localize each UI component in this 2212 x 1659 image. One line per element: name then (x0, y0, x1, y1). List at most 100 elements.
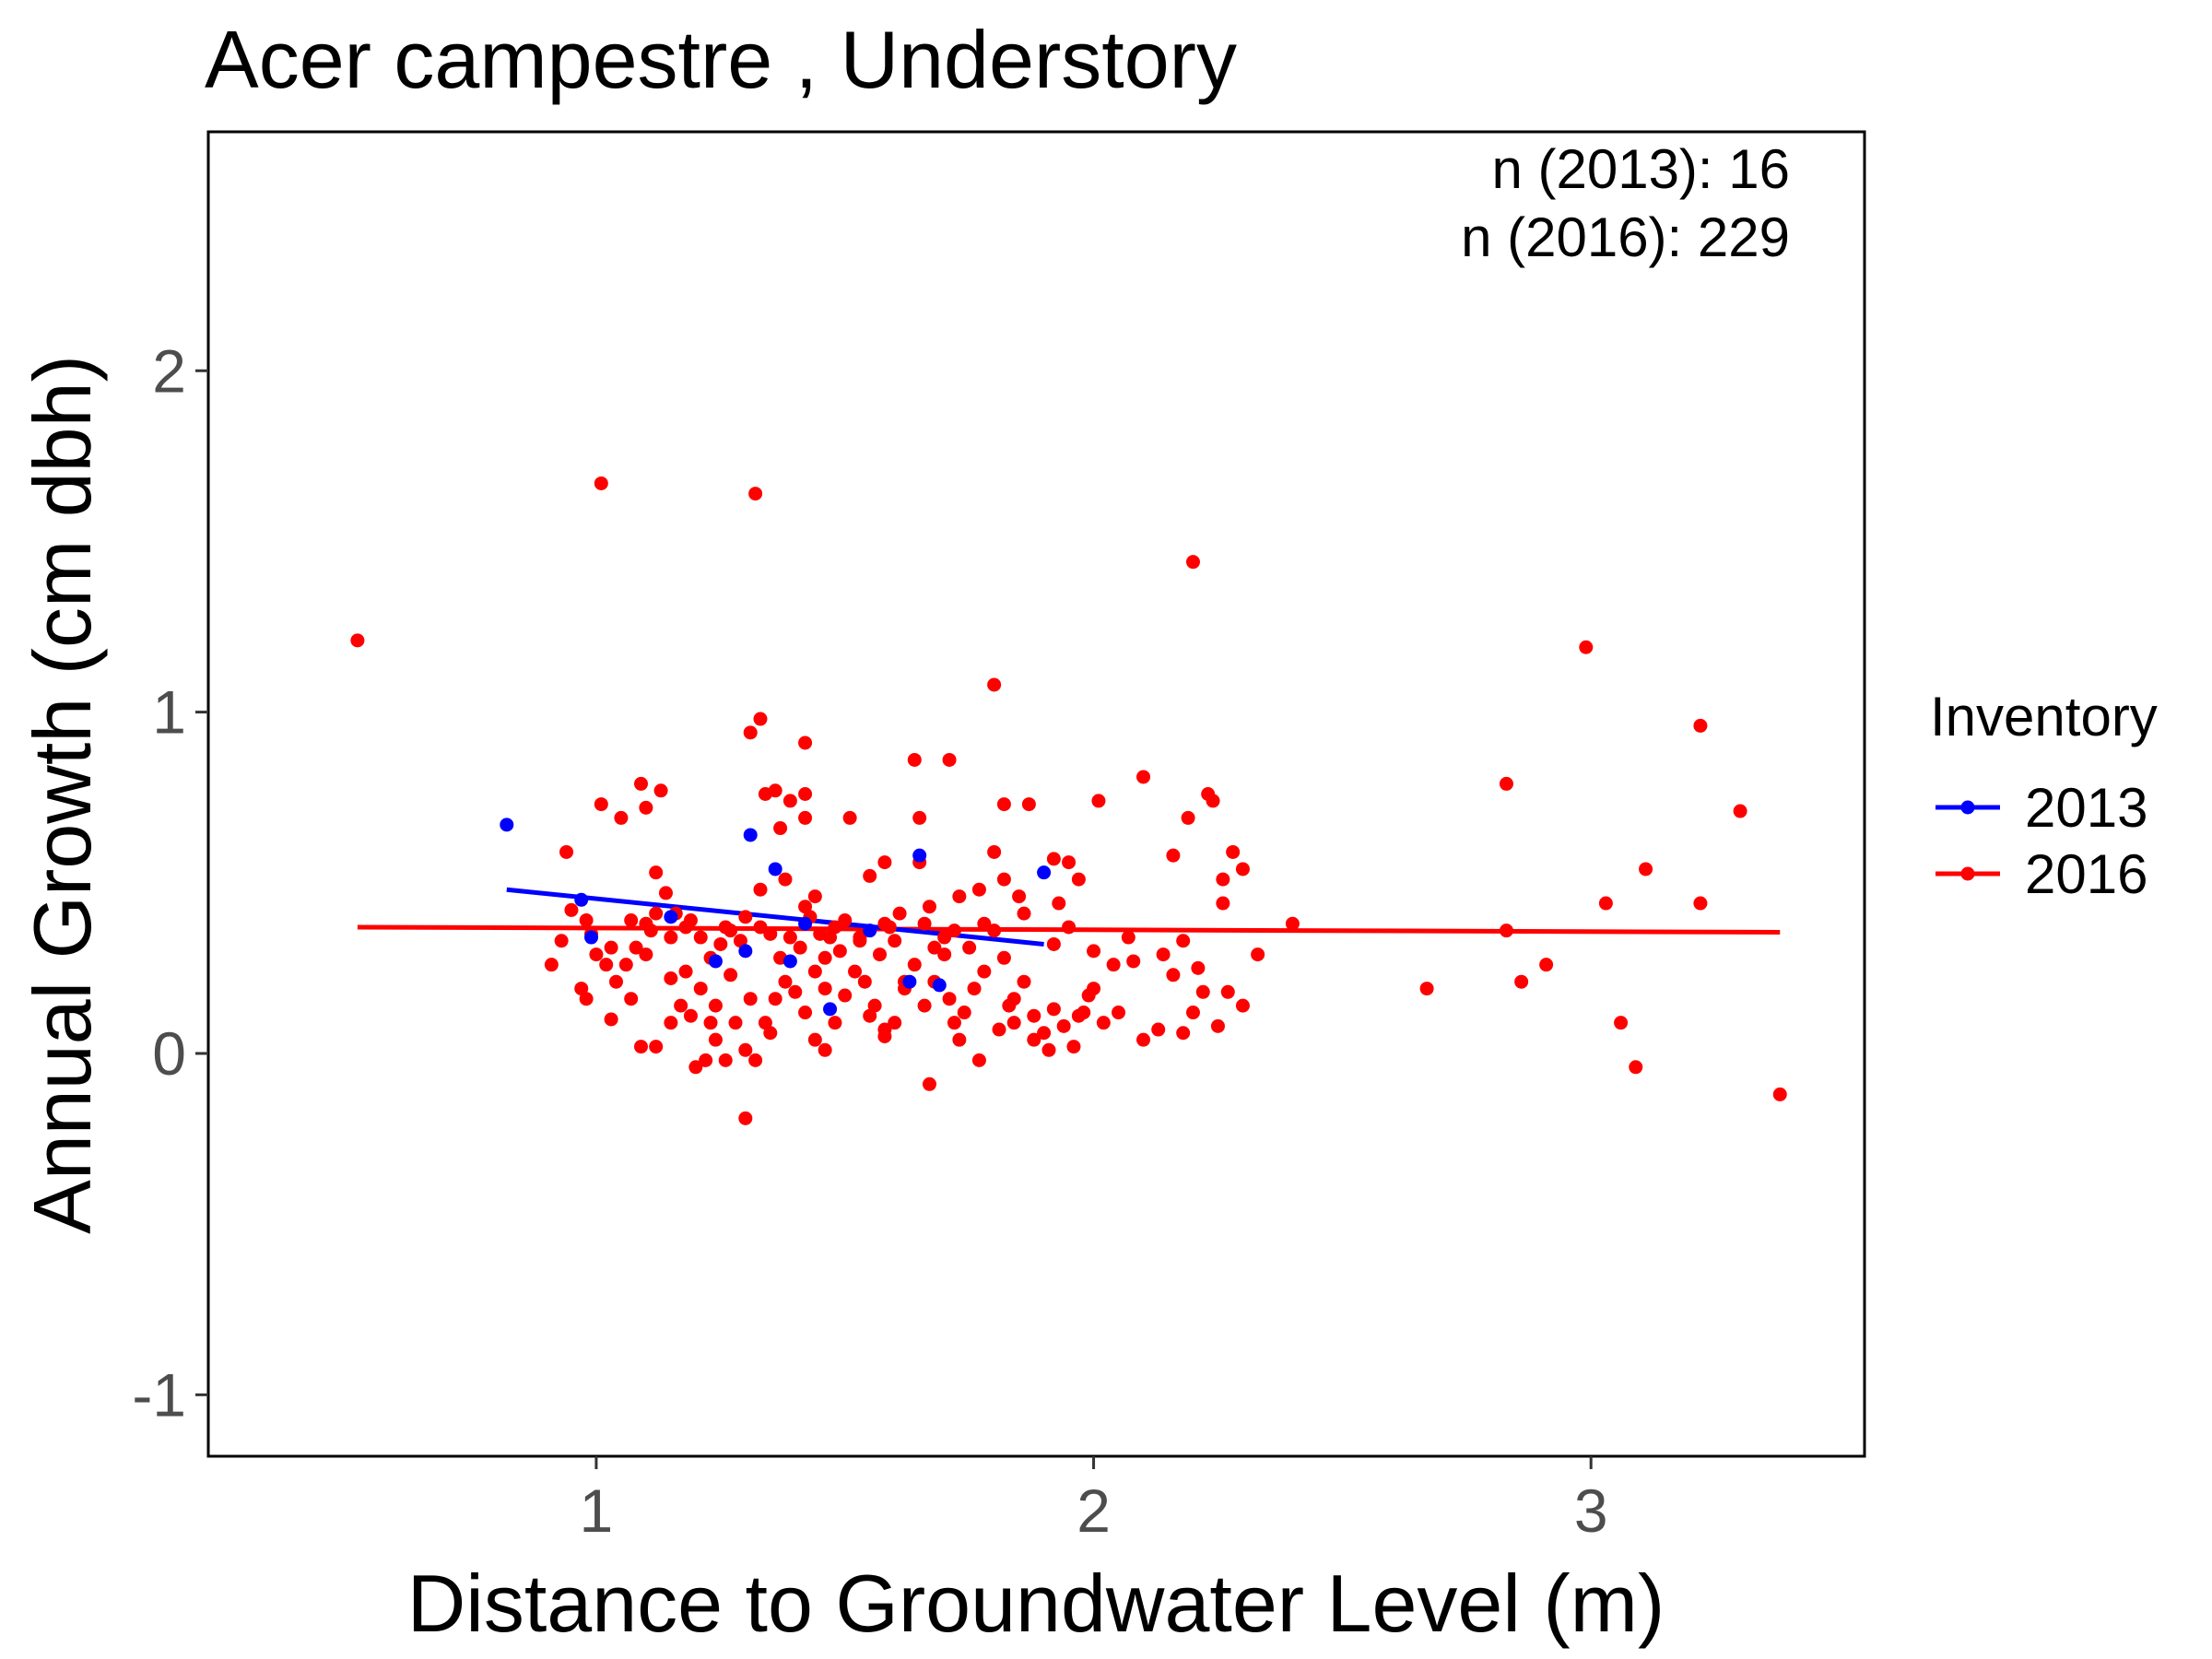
y-axis-title: Annual Growth (cm dbh) (17, 355, 108, 1234)
point-2016 (1206, 794, 1220, 808)
point-2016 (977, 964, 992, 979)
point-2016 (1216, 872, 1230, 887)
point-2016 (967, 982, 982, 996)
point-2016 (728, 1016, 743, 1030)
point-2016 (818, 982, 832, 996)
point-2016 (857, 974, 872, 989)
point-2016 (624, 992, 639, 1006)
point-2016 (922, 900, 936, 914)
annotation-n-2016: n (2016): 229 (1461, 206, 1790, 268)
point-2016 (658, 886, 673, 900)
point-2016 (1185, 1006, 1200, 1020)
point-2016 (1216, 896, 1230, 911)
point-2013 (664, 910, 678, 924)
point-2016 (748, 487, 763, 501)
point-2016 (1210, 1018, 1225, 1033)
point-2016 (1017, 974, 1031, 989)
point-2016 (942, 992, 957, 1006)
point-2016 (793, 940, 807, 955)
point-2016 (778, 872, 793, 887)
point-2016 (594, 797, 608, 812)
point-2016 (1499, 924, 1513, 938)
point-2016 (758, 787, 772, 801)
point-2016 (649, 1040, 664, 1054)
point-2016 (724, 968, 738, 982)
point-2016 (1056, 1018, 1071, 1033)
point-2016 (350, 633, 365, 648)
legend-title: Inventory (1930, 686, 2158, 747)
point-2016 (639, 947, 653, 962)
point-2016 (1027, 1008, 1041, 1023)
point-2016 (678, 964, 693, 979)
point-2016 (1181, 810, 1195, 825)
point-2016 (1693, 896, 1708, 911)
point-2016 (962, 940, 977, 955)
point-2016 (683, 913, 698, 928)
point-2016 (853, 930, 867, 945)
point-2016 (1136, 1032, 1151, 1047)
point-2016 (877, 1029, 892, 1043)
point-2013 (902, 974, 917, 989)
point-2016 (977, 916, 992, 931)
x-tick-label: 3 (1574, 1477, 1608, 1545)
point-2016 (1772, 1087, 1787, 1101)
point-2016 (888, 934, 902, 948)
legend-label-2013: 2013 (2025, 777, 2147, 839)
point-2016 (763, 1026, 778, 1041)
point-2016 (1176, 934, 1191, 948)
point-2016 (753, 882, 768, 897)
point-2013 (782, 954, 797, 969)
point-2016 (1006, 1016, 1021, 1030)
point-2013 (932, 978, 947, 993)
point-2016 (753, 920, 768, 935)
y-tick-label: -1 (132, 1360, 186, 1429)
point-2016 (1046, 936, 1061, 951)
point-2016 (818, 950, 832, 965)
point-2016 (798, 787, 813, 801)
point-2016 (987, 924, 1002, 938)
point-2016 (942, 752, 957, 767)
point-2013 (708, 954, 723, 969)
point-2016 (554, 934, 569, 948)
point-2016 (987, 677, 1002, 692)
point-2016 (952, 889, 967, 904)
point-2016 (664, 971, 678, 985)
point-2016 (1121, 930, 1135, 945)
point-2016 (912, 810, 927, 825)
point-2016 (957, 1006, 971, 1020)
point-2016 (996, 797, 1011, 812)
point-2016 (708, 998, 723, 1013)
point-2016 (589, 947, 604, 962)
y-tick-label: 1 (152, 678, 186, 747)
legend-key-point (1960, 866, 1975, 881)
point-2016 (1017, 906, 1031, 921)
point-2016 (649, 906, 664, 921)
point-2016 (1419, 982, 1434, 996)
point-2016 (882, 920, 897, 935)
point-2016 (733, 934, 747, 948)
point-2016 (718, 1053, 733, 1067)
point-2016 (618, 958, 633, 972)
point-2016 (1514, 974, 1529, 989)
point-2016 (604, 940, 618, 955)
point-2016 (559, 844, 574, 859)
point-2013 (823, 1002, 838, 1017)
x-axis-title: Distance to Groundwater Level (m) (407, 1558, 1665, 1649)
point-2016 (798, 810, 813, 825)
point-2016 (807, 964, 822, 979)
point-2016 (952, 1032, 967, 1047)
point-2016 (1037, 1026, 1052, 1041)
point-2016 (996, 872, 1011, 887)
point-2013 (743, 828, 758, 842)
point-2016 (788, 984, 803, 999)
point-2016 (633, 1040, 648, 1054)
point-2016 (863, 1008, 877, 1023)
point-2016 (917, 998, 932, 1013)
point-2016 (1251, 947, 1265, 962)
legend-key-point (1960, 800, 1975, 815)
point-2016 (758, 1016, 772, 1030)
point-2016 (693, 982, 708, 996)
point-2016 (798, 900, 813, 914)
